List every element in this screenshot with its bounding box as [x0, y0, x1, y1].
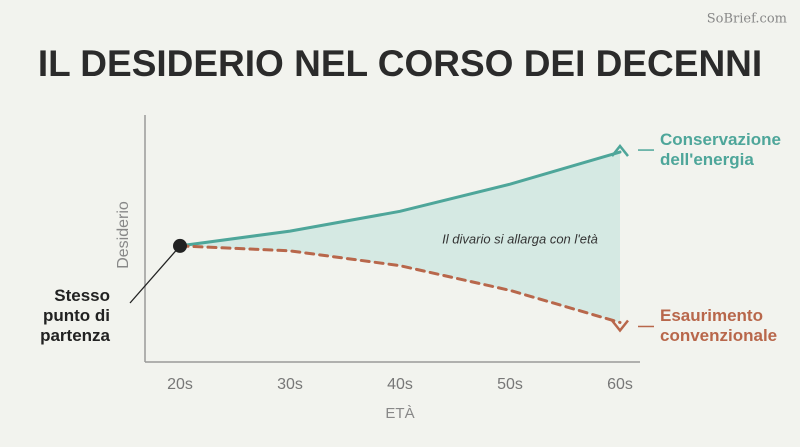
- end-chevron: [611, 319, 629, 333]
- x-tick-label: 60s: [607, 376, 633, 393]
- x-tick-label: 50s: [497, 376, 523, 393]
- brand: SoBrief.com: [707, 12, 787, 27]
- gap-area: [180, 152, 620, 323]
- series-line: [178, 244, 622, 324]
- gap-area-group: [180, 152, 620, 323]
- x-tick-label: 20s: [167, 376, 193, 393]
- start-point: [173, 238, 187, 253]
- legend-label: Esaurimento convenzionale: [660, 306, 778, 346]
- x-tick-label: 30s: [277, 376, 303, 393]
- legend-label: Conservazione dell'energia: [660, 130, 781, 170]
- start-annotation: Stesso punto di partenza: [40, 286, 110, 345]
- gap-annotation: Il divario si allarga con l'età: [442, 231, 598, 246]
- x-tick-label: 40s: [387, 376, 413, 393]
- series-line: [178, 150, 622, 248]
- end-chevron: [611, 144, 629, 157]
- x-axis-label: ETÀ: [385, 405, 414, 422]
- y-axis-label: Desiderio: [115, 201, 132, 269]
- chart-title: IL DESIDERIO NEL CORSO DEI DECENNI: [38, 43, 762, 84]
- annotation-leader: [129, 245, 181, 304]
